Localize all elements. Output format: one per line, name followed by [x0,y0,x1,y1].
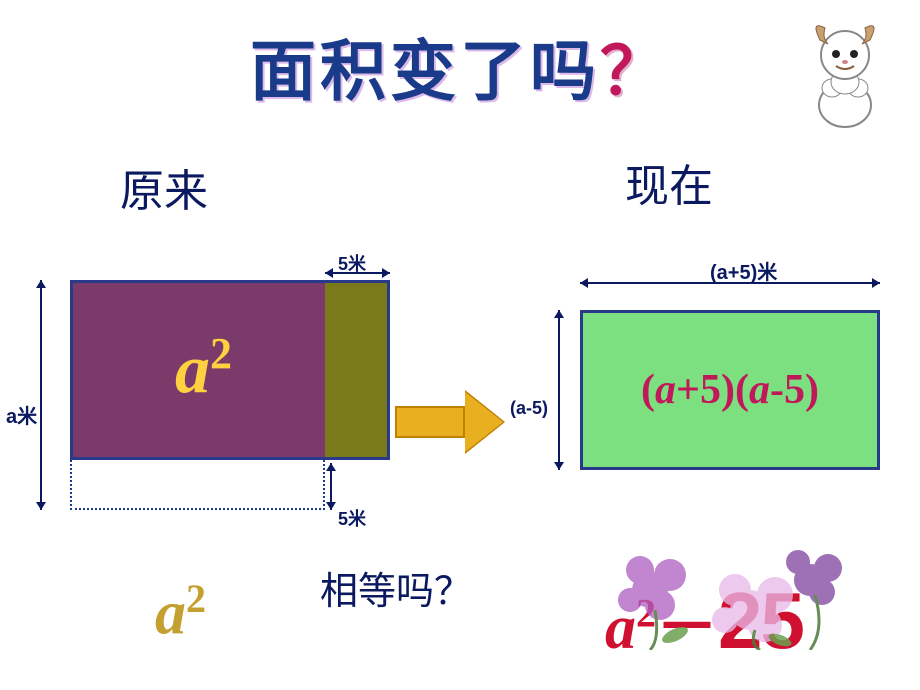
right-label: 现在 [625,150,713,214]
dim-line-5-bottom [330,463,332,510]
a-squared-center: a2 [175,328,232,410]
expression: (a+5)(a-5) [641,366,819,414]
right-rectangle: (a+5)(a-5) [580,310,880,470]
left-diagram: a2 [70,280,390,510]
dim-a: a米 [6,400,37,429]
arrow-icon [395,392,505,452]
dim-height: (a-5) [510,398,548,419]
dashed-strip [70,460,325,510]
page-title: 面积变了吗？ [0,18,920,114]
dim-5-top: 5米 [338,250,366,276]
sheep-icon [800,10,890,130]
dim-width: (a+5)米 [710,256,777,285]
dim-line-a [40,280,42,510]
question-text: 相等吗？ [320,560,472,615]
dim-line-height [558,310,560,470]
olive-strip [325,280,390,460]
result-expression: a2－25 [605,575,803,667]
left-label: 原来 [120,155,208,219]
dim-5-bottom: 5米 [338,505,366,531]
a-squared-bottom: a2 [155,575,206,650]
title-text: 面积变了吗 [250,36,600,109]
title-question-mark: ？ [600,36,670,109]
